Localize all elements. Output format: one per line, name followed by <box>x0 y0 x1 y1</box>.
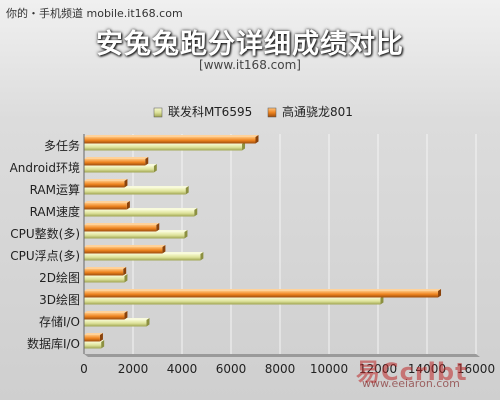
bar-side-1-4 <box>156 223 160 232</box>
category-label-1: Android环境 <box>10 160 80 175</box>
legend-label-0: 联发科MT6595 <box>168 104 252 119</box>
bar-1-0 <box>84 137 256 144</box>
x-tick-label-6: 12000 <box>359 362 397 376</box>
chart-title: 安兔兔跑分详细成绩对比 <box>96 29 404 60</box>
bar-top-1-8 <box>84 311 128 313</box>
bar-1-1 <box>84 159 146 166</box>
tick-labels: 0 2000 4000 6000 8000 10000 12000 14000 16000 多任务… <box>10 138 496 376</box>
bar-top-1-7 <box>84 289 442 291</box>
x-tick-label-2: 4000 <box>167 362 198 376</box>
bar-1-3 <box>84 203 127 210</box>
bar-side-0-0 <box>242 142 246 151</box>
bar-1-2 <box>84 181 125 188</box>
bar-0-0 <box>84 144 243 151</box>
bar-side-1-9 <box>99 333 103 342</box>
watermark-logo: 易Ccrlbt <box>356 358 468 386</box>
bar-top-1-3 <box>84 201 130 203</box>
legend: 联发科MT6595 高通骁龙801 <box>153 104 353 119</box>
bar-1-8 <box>84 313 125 320</box>
source-label: 你的・手机频道 mobile.it168.com <box>6 7 183 20</box>
bar-0-1 <box>84 166 154 173</box>
bar-side-1-3 <box>126 201 130 210</box>
x-tick-label-1: 2000 <box>118 362 149 376</box>
bar-top-1-9 <box>84 333 103 335</box>
bar-side-0-2 <box>185 186 189 195</box>
category-label-3: RAM速度 <box>30 204 80 219</box>
category-label-5: CPU浮点(多) <box>10 249 80 263</box>
legend-swatch-0 <box>153 107 163 118</box>
bar-top-1-2 <box>84 179 128 181</box>
bar-side-0-3 <box>194 208 198 217</box>
bar-1-9 <box>84 335 100 342</box>
x-tick-label-4: 8000 <box>265 362 296 376</box>
watermark-url: www.eeiaron.com <box>362 377 460 390</box>
bar-0-4 <box>84 232 185 239</box>
bar-side-1-2 <box>124 179 128 188</box>
category-label-0: 多任务 <box>44 138 80 153</box>
bar-0-2 <box>84 188 186 195</box>
bar-side-1-1 <box>145 157 149 166</box>
category-label-8: 存储I/O <box>39 314 80 329</box>
axes <box>83 134 480 357</box>
bar-side-0-8 <box>146 318 150 327</box>
x-tick-label-8: 16000 <box>457 362 495 376</box>
bar-side-0-1 <box>153 164 157 173</box>
category-label-7: 3D绘图 <box>39 292 80 307</box>
bar-0-9 <box>84 342 102 349</box>
bar-1-5 <box>84 247 163 254</box>
bar-side-0-5 <box>200 252 204 261</box>
bar-0-8 <box>84 320 147 327</box>
source-url: [www.it168.com] <box>199 58 301 72</box>
bar-1-6 <box>84 269 124 276</box>
x-axis-floor <box>84 354 480 357</box>
bar-top-1-1 <box>84 157 149 159</box>
bar-top-1-6 <box>84 267 127 269</box>
bar-0-3 <box>84 210 195 217</box>
bar-top-1-5 <box>84 245 166 247</box>
bar-side-1-0 <box>255 135 259 144</box>
bar-side-0-6 <box>124 274 128 283</box>
category-label-2: RAM运算 <box>30 182 80 197</box>
legend-label-1: 高通骁龙801 <box>282 104 353 119</box>
bar-1-4 <box>84 225 157 232</box>
bar-side-1-6 <box>123 267 127 276</box>
category-label-6: 2D绘图 <box>39 270 80 285</box>
category-label-4: CPU整数(多) <box>10 226 80 241</box>
bar-side-0-7 <box>380 296 384 305</box>
x-tick-label-3: 6000 <box>216 362 247 376</box>
legend-swatch-1 <box>267 107 277 118</box>
bar-top-1-0 <box>84 135 259 137</box>
bar-side-1-8 <box>124 311 128 320</box>
bar-0-6 <box>84 276 125 283</box>
bar-side-1-7 <box>438 289 442 298</box>
x-tick-label-0: 0 <box>80 362 88 376</box>
x-tick-label-7: 14000 <box>408 362 446 376</box>
bar-side-1-5 <box>162 245 166 254</box>
bar-0-7 <box>84 298 381 305</box>
category-label-9: 数据库I/O <box>27 336 80 351</box>
bar-side-0-9 <box>101 340 105 349</box>
bars <box>84 135 442 349</box>
bar-top-1-4 <box>84 223 160 225</box>
bar-0-5 <box>84 254 201 261</box>
bar-side-0-4 <box>184 230 188 239</box>
x-tick-label-5: 10000 <box>310 362 348 376</box>
bar-1-7 <box>84 291 439 298</box>
